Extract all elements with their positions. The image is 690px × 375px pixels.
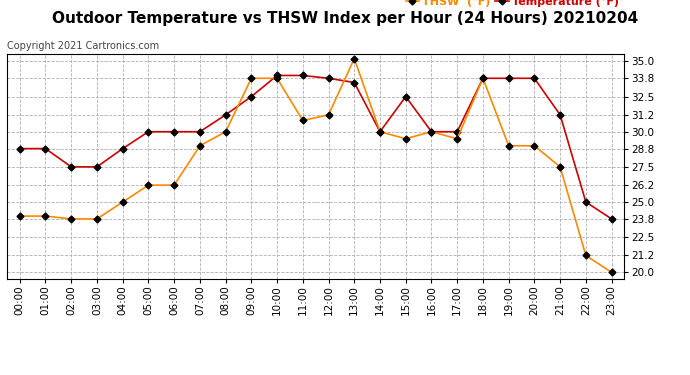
Legend: THSW  (°F), Temperature (°F): THSW (°F), Temperature (°F) [406,0,619,7]
Text: Copyright 2021 Cartronics.com: Copyright 2021 Cartronics.com [7,41,159,51]
Text: Outdoor Temperature vs THSW Index per Hour (24 Hours) 20210204: Outdoor Temperature vs THSW Index per Ho… [52,11,638,26]
